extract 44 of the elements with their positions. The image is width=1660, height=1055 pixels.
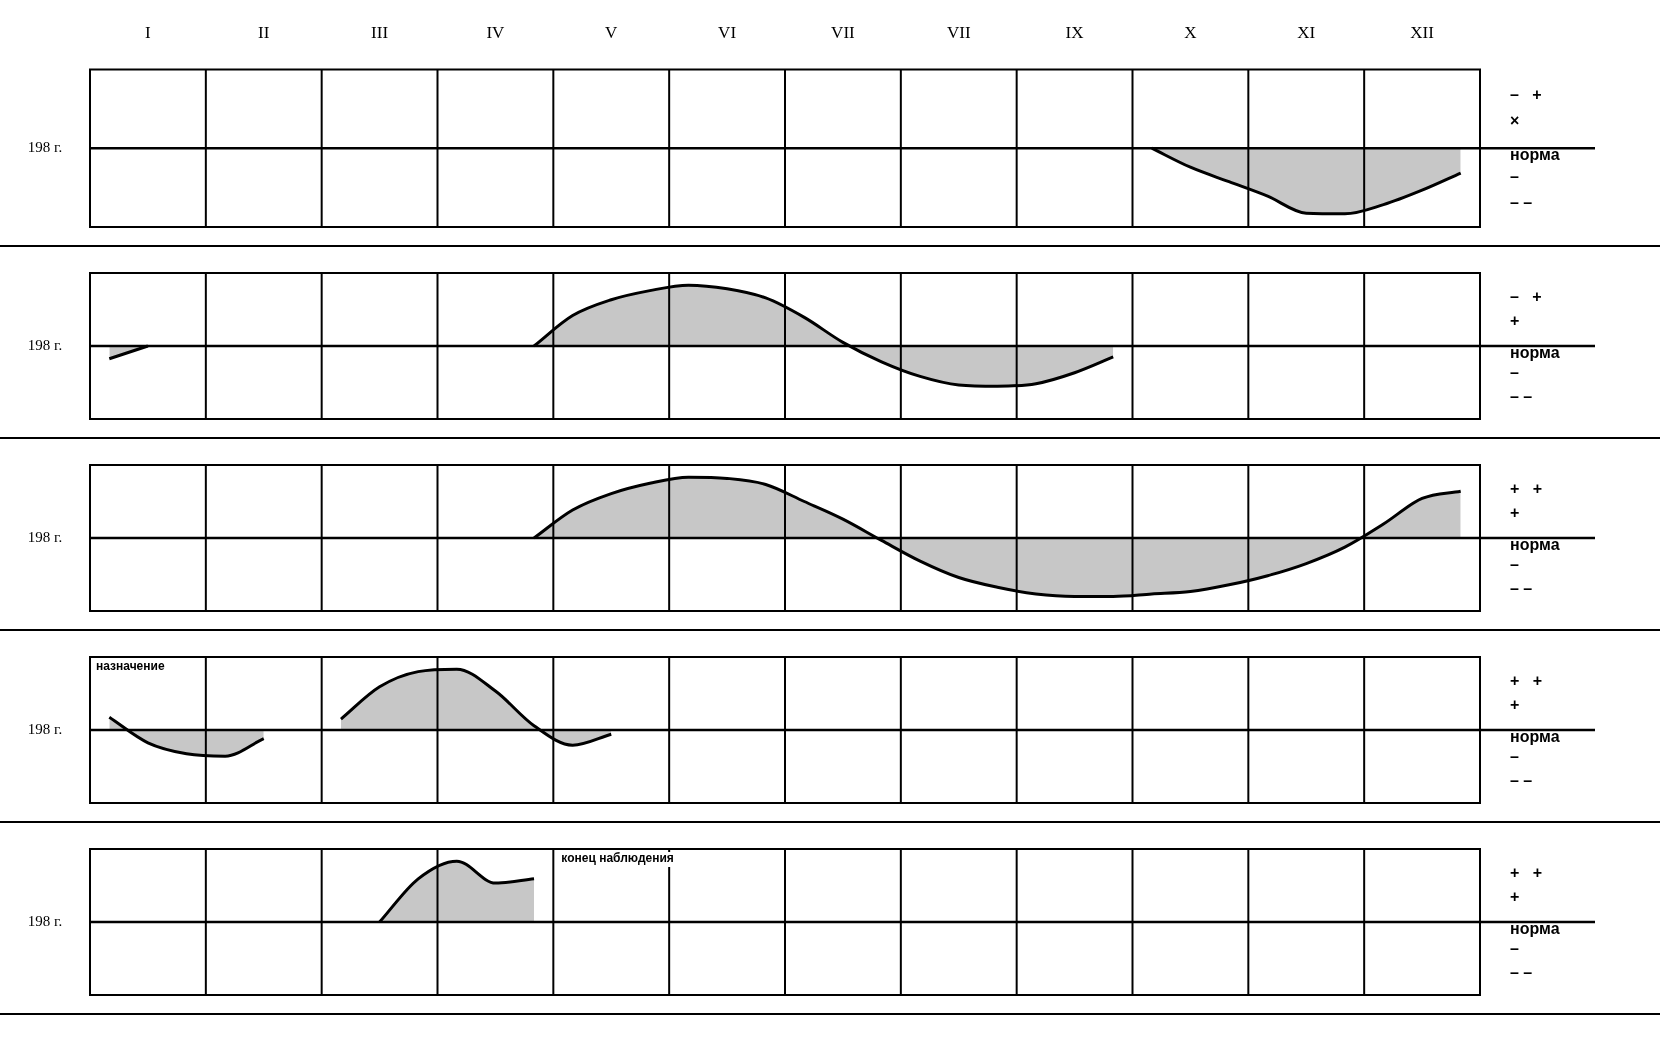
text: ×: [1510, 112, 1520, 130]
x-tick-label: VI: [718, 22, 737, 42]
text: +: [1510, 696, 1520, 714]
x-tick-label: IV: [486, 22, 506, 42]
y-axis-title: 198 г.: [27, 720, 63, 737]
x-tick-label: VII: [831, 22, 856, 42]
x-tick-label: V: [605, 22, 619, 42]
text: – –: [1510, 772, 1533, 790]
text: – –: [1510, 388, 1533, 406]
text: –: [1510, 747, 1519, 765]
y-axis-title: 198 г.: [27, 528, 63, 545]
text: норма: [1510, 919, 1560, 937]
y-axis-title: 198 г.: [27, 139, 63, 156]
text: + +: [1510, 479, 1543, 497]
text: +: [1510, 888, 1520, 906]
x-tick-label: II: [258, 22, 270, 42]
text: + +: [1510, 863, 1543, 881]
x-tick-label: I: [145, 22, 152, 42]
text: норма: [1510, 146, 1560, 164]
text: +: [1510, 312, 1520, 330]
text: – +: [1510, 287, 1542, 305]
y-axis-title: 198 г.: [27, 912, 63, 929]
text: + +: [1510, 671, 1543, 689]
annotation: назначение: [96, 659, 165, 674]
text: – –: [1510, 194, 1533, 212]
text: – +: [1510, 86, 1542, 104]
text: –: [1510, 555, 1519, 573]
text: +: [1510, 504, 1520, 522]
x-tick-label: XI: [1297, 22, 1316, 42]
annotation: конец наблюдения: [561, 851, 674, 866]
text: –: [1510, 168, 1519, 186]
x-tick-label: VII: [946, 22, 971, 42]
text: норма: [1510, 535, 1560, 553]
x-tick-label: III: [371, 22, 389, 42]
x-tick-label: XII: [1410, 22, 1435, 42]
x-tick-label: IX: [1065, 22, 1084, 42]
text: – –: [1510, 580, 1533, 598]
text: –: [1510, 939, 1519, 957]
y-axis-title: 198 г.: [27, 336, 63, 353]
text: –: [1510, 363, 1519, 381]
text: норма: [1510, 727, 1560, 745]
text: норма: [1510, 343, 1560, 361]
x-tick-label: X: [1184, 22, 1197, 42]
text: – –: [1510, 964, 1533, 982]
